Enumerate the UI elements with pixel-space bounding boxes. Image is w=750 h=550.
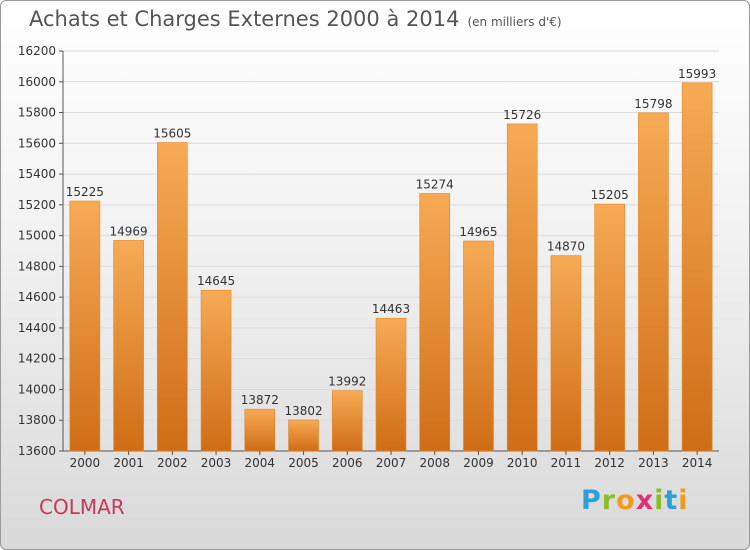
y-tick-label: 15600	[18, 136, 56, 150]
proxiti-logo: Proxiti	[581, 485, 689, 516]
x-tick-label: 2012	[594, 456, 625, 470]
logo-letter: r	[601, 485, 617, 516]
data-label: 14965	[459, 225, 497, 239]
bar	[331, 390, 363, 452]
data-label: 13802	[284, 404, 322, 418]
x-tick-label: 2003	[201, 456, 232, 470]
y-tick-label: 15800	[18, 106, 56, 120]
bar	[594, 203, 625, 452]
data-label: 13872	[241, 393, 279, 407]
city-name: COLMAR	[39, 495, 125, 519]
logo-letter: i	[678, 485, 689, 516]
y-tick-label: 15000	[18, 229, 56, 243]
y-tick-label: 16000	[18, 75, 56, 89]
bar	[419, 193, 451, 452]
data-label: 15274	[416, 177, 454, 191]
bar	[288, 419, 319, 452]
data-label: 15798	[634, 97, 672, 111]
data-label: 15205	[591, 188, 629, 202]
x-tick-label: 2006	[332, 456, 363, 470]
bar	[681, 82, 713, 452]
bar	[157, 142, 188, 452]
x-tick-label: 2005	[288, 456, 319, 470]
data-label: 15225	[66, 185, 104, 199]
y-tick-label: 14000	[18, 382, 56, 396]
data-label: 13992	[328, 375, 366, 389]
y-tick-label: 14400	[18, 321, 56, 335]
y-tick-label: 16200	[18, 44, 56, 58]
x-tick-label: 2001	[113, 456, 144, 470]
logo-letter: x	[635, 485, 655, 516]
y-tick-label: 13800	[18, 413, 56, 427]
logo-letter: i	[654, 485, 665, 516]
x-tick-label: 2002	[157, 456, 188, 470]
x-tick-label: 2014	[682, 456, 713, 470]
x-tick-label: 2000	[70, 456, 101, 470]
data-label: 15605	[153, 127, 191, 141]
y-tick-label: 14200	[18, 352, 56, 366]
data-label: 14645	[197, 274, 235, 288]
y-tick-label: 15200	[18, 198, 56, 212]
bar	[463, 240, 494, 452]
x-tick-label: 2004	[245, 456, 276, 470]
data-label: 15726	[503, 108, 541, 122]
data-label: 14870	[547, 240, 585, 254]
logo-letter: o	[616, 485, 636, 516]
chart-unit: (en milliers d'€)	[467, 15, 562, 29]
bar	[69, 200, 101, 452]
data-label: 15993	[678, 67, 716, 81]
chart-title: Achats et Charges Externes 2000 à 2014 (e…	[29, 7, 562, 31]
x-tick-label: 2010	[507, 456, 538, 470]
x-tick-label: 2011	[551, 456, 582, 470]
x-tick-label: 2013	[638, 456, 669, 470]
bar	[244, 408, 276, 452]
y-tick-label: 14800	[18, 259, 56, 273]
data-label: 14463	[372, 302, 410, 316]
x-tick-label: 2007	[376, 456, 407, 470]
bar	[375, 317, 407, 452]
bar	[113, 240, 144, 452]
chart-title-text: Achats et Charges Externes 2000 à 2014	[29, 7, 460, 31]
data-label: 14969	[110, 224, 148, 238]
y-tick-label: 13600	[18, 444, 56, 458]
bar	[200, 289, 232, 452]
bar	[638, 112, 669, 452]
bar	[506, 123, 538, 452]
y-tick-label: 15400	[18, 167, 56, 181]
x-tick-label: 2009	[463, 456, 494, 470]
y-tick-label: 14600	[18, 290, 56, 304]
x-tick-label: 2008	[419, 456, 450, 470]
bar	[550, 255, 582, 452]
logo-letter: P	[581, 485, 602, 516]
logo-letter: t	[664, 485, 679, 516]
